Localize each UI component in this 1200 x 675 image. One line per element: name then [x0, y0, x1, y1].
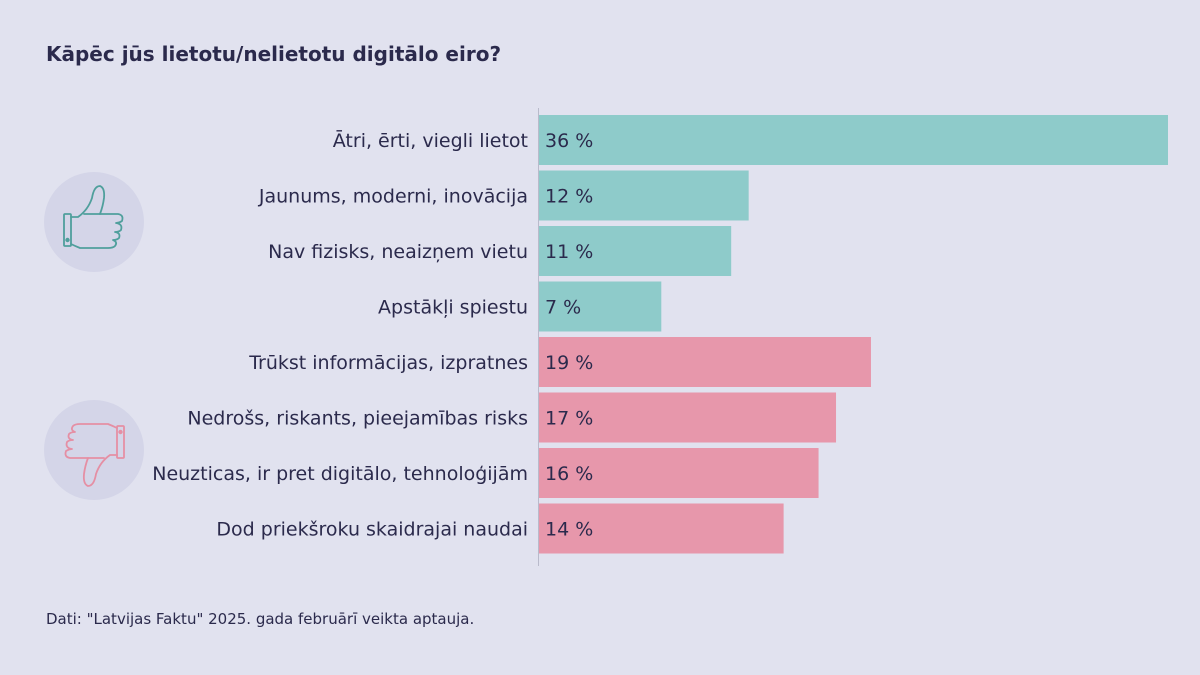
thumbs-up-icon [63, 185, 124, 249]
category-label-4: Apstākļi spiestu [378, 297, 528, 319]
value-label-4: 7 % [545, 297, 581, 319]
bar-1 [539, 115, 1168, 165]
value-label-6: 17 % [545, 408, 593, 430]
bar-8 [539, 503, 784, 554]
category-label-2: Jaunums, moderni, inovācija [258, 186, 528, 208]
bar-2 [539, 170, 749, 221]
bar-4 [539, 281, 662, 332]
category-label-1: Ātri, ērti, viegli lietot [333, 128, 528, 152]
category-label-7: Neuzticas, ir pret digitālo, tehnoloģijā… [152, 463, 528, 485]
thumbs-up-badge [44, 172, 144, 272]
value-label-8: 14 % [545, 519, 593, 541]
category-label-6: Nedrošs, riskants, pieejamības risks [187, 408, 528, 430]
value-label-7: 16 % [545, 463, 593, 485]
bar-3 [539, 226, 732, 276]
value-label-1: 36 % [545, 130, 593, 152]
category-label-5: Trūkst informācijas, izpratnes [248, 352, 528, 374]
thumbs-down-icon [64, 423, 125, 487]
value-label-5: 19 % [545, 352, 593, 374]
source-note: Dati: "Latvijas Faktu" 2025. gada februā… [46, 610, 475, 628]
bar-6 [539, 392, 837, 443]
category-label-8: Dod priekšroku skaidrajai naudai [216, 519, 528, 541]
category-label-3: Nav fizisks, neaizņem vietu [268, 241, 528, 263]
value-label-2: 12 % [545, 186, 593, 208]
value-label-3: 11 % [545, 241, 593, 263]
bar-5 [539, 337, 871, 387]
thumbs-down-badge [44, 400, 144, 500]
chart-title: Kāpēc jūs lietotu/nelietotu digitālo eir… [46, 42, 502, 66]
bar-7 [539, 448, 819, 498]
